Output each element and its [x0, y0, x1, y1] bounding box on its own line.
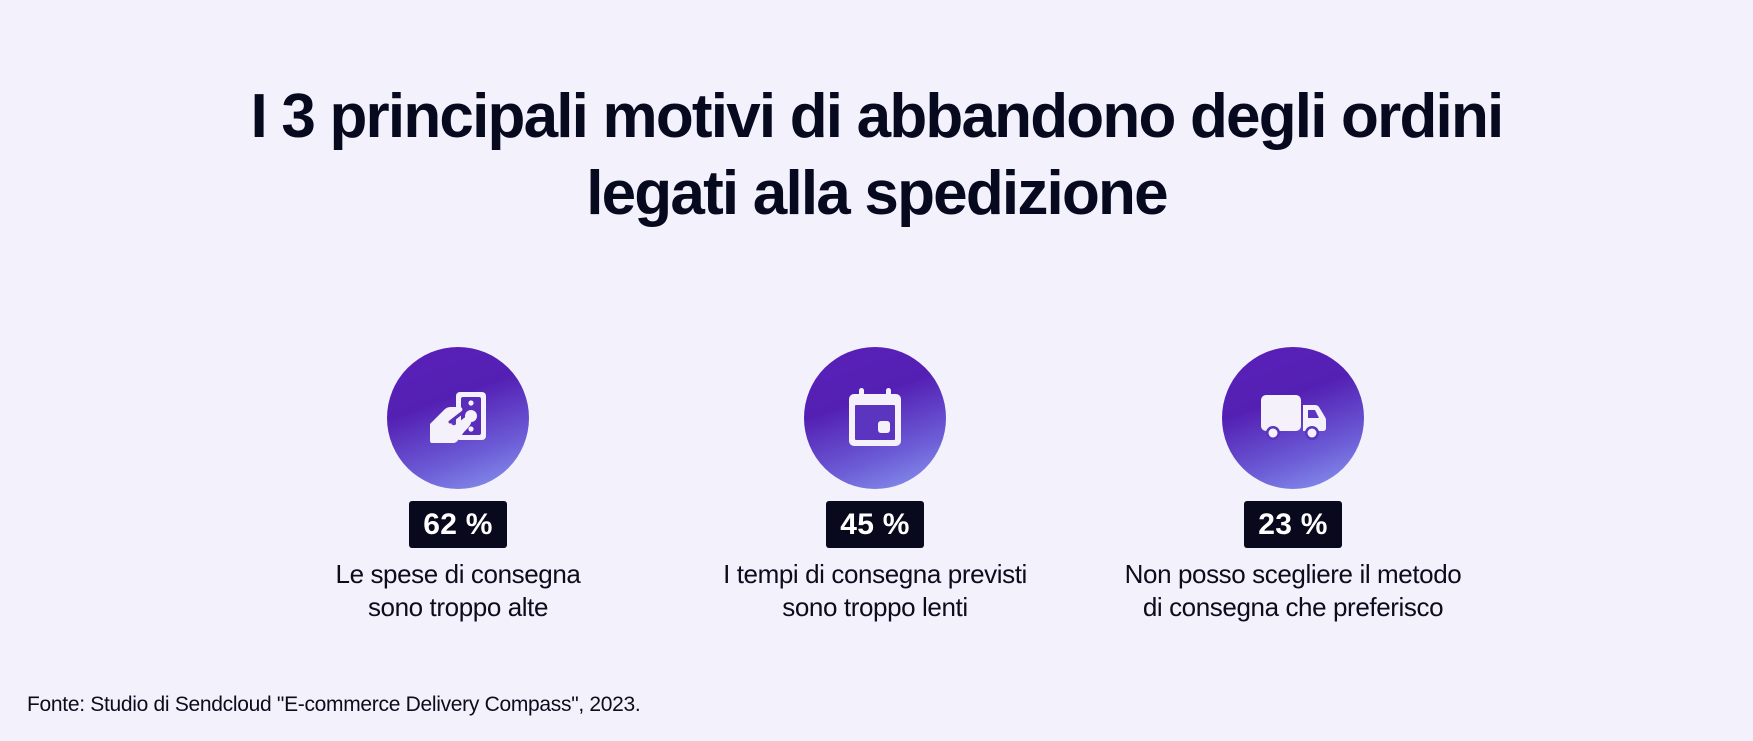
source-footnote: Fonte: Studio di Sendcloud "E-commerce D… [27, 693, 641, 716]
percentage-badge: 62 % [409, 501, 507, 548]
stat-description: Non posso scegliere il metodo di consegn… [1125, 558, 1462, 624]
icon-circle [387, 347, 529, 489]
stat-card-delivery-method: 23 % Non posso scegliere il metodo di co… [1083, 347, 1503, 624]
page-title: I 3 principali motivi di abbandono degli… [0, 78, 1753, 232]
icon-circle [804, 347, 946, 489]
stat-description-line-1: I tempi di consegna previsti [723, 559, 1027, 589]
stat-description-line-2: sono troppo lenti [782, 592, 968, 622]
stat-description-line-1: Non posso scegliere il metodo [1124, 559, 1462, 589]
stat-description-line-2: sono troppo alte [367, 592, 549, 622]
title-line-1: I 3 principali motivi di abbandono degli… [250, 82, 1505, 151]
truck-icon [1261, 395, 1326, 440]
hand-money-icon [430, 392, 486, 443]
stat-description: I tempi di consegna previsti sono troppo… [723, 558, 1027, 624]
title-line-2: legati alla spedizione [586, 159, 1168, 228]
stat-card-delivery-time: 45 % I tempi di consegna previsti sono t… [665, 347, 1085, 624]
stat-card-delivery-cost: 62 % Le spese di consegna sono troppo al… [248, 347, 668, 624]
calendar-icon [849, 388, 901, 446]
percentage-badge: 45 % [826, 501, 924, 548]
stat-description-line-2: di consegna che preferisco [1142, 592, 1444, 622]
stat-description-line-1: Le spese di consegna [335, 559, 581, 589]
percentage-badge: 23 % [1244, 501, 1342, 548]
stat-description: Le spese di consegna sono troppo alte [336, 558, 581, 624]
icon-circle [1222, 347, 1364, 489]
